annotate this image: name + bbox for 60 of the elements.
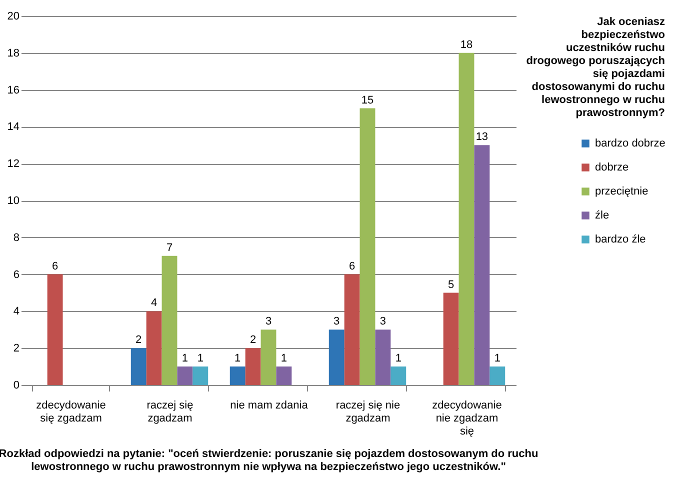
y-tick-label: 2	[13, 342, 20, 355]
legend-label: źle	[595, 210, 610, 222]
bar	[344, 274, 360, 385]
data-label: 13	[476, 131, 488, 144]
bar	[230, 366, 246, 385]
data-label: 1	[395, 352, 402, 365]
y-tick-label: 10	[7, 195, 20, 207]
y-tick-label: 4	[13, 306, 20, 318]
bar	[245, 348, 261, 385]
bar	[130, 348, 146, 385]
bar	[146, 311, 162, 385]
data-label: 6	[348, 260, 356, 272]
x-tick-label: raczej się zgadzam	[146, 400, 194, 424]
legend-label: bardzo źle	[595, 234, 646, 246]
bar	[276, 366, 292, 385]
data-label: 5	[448, 278, 454, 291]
y-tick-label: 18	[7, 47, 20, 60]
bar	[443, 292, 459, 385]
bar	[458, 52, 474, 385]
y-tick-label: 14	[7, 121, 20, 134]
bar	[474, 145, 490, 385]
data-label: 1	[494, 352, 500, 365]
y-tick-label: 6	[13, 268, 20, 281]
data-label: 1	[234, 352, 241, 365]
data-label: 3	[334, 316, 340, 328]
y-tick-label: 20	[7, 10, 20, 22]
data-label: 6	[52, 260, 58, 272]
bar	[162, 256, 178, 385]
x-tick-label: raczej się nie zgadzam	[336, 400, 400, 424]
y-tick-label: 0	[13, 380, 20, 392]
y-tick-label: 16	[7, 84, 20, 96]
data-label: 2	[136, 334, 142, 346]
bar	[390, 366, 406, 385]
bar	[375, 330, 391, 385]
data-label: 3	[265, 316, 272, 328]
data-label: 18	[460, 38, 473, 51]
legend-title: Jak oceniasz bezpieczeństwo uczestników ruchu drogowego poruszających się pojazdami dostosowanymi do ruchu lewostronnego w ruchu prawostronnym?	[526, 16, 666, 119]
legend-label: dobrze	[595, 162, 629, 174]
bar	[490, 366, 506, 385]
bar	[177, 366, 193, 385]
data-label: 1	[182, 352, 188, 365]
data-label: 1	[280, 352, 288, 365]
y-tick-label: 8	[13, 232, 20, 244]
data-label: 1	[197, 352, 204, 365]
bar	[192, 366, 208, 385]
legend-label: przeciętnie	[595, 186, 648, 198]
data-label: 4	[150, 297, 158, 310]
x-tick-label: nie mam zdania	[230, 400, 309, 412]
x-tick-label: zdecydowanie nie zgadzam się	[432, 400, 502, 438]
bar	[260, 330, 276, 385]
y-tick-label: 12	[7, 158, 20, 170]
data-label: 3	[380, 316, 386, 328]
legend-label: bardzo dobrze	[595, 138, 666, 150]
x-tick-label: zdecydowanie się zgadzam	[36, 400, 106, 424]
bar	[328, 330, 344, 385]
bar	[360, 108, 376, 385]
data-label: 7	[166, 242, 173, 254]
data-label: 15	[361, 94, 374, 106]
data-label: 2	[250, 334, 256, 346]
bar	[47, 274, 63, 385]
